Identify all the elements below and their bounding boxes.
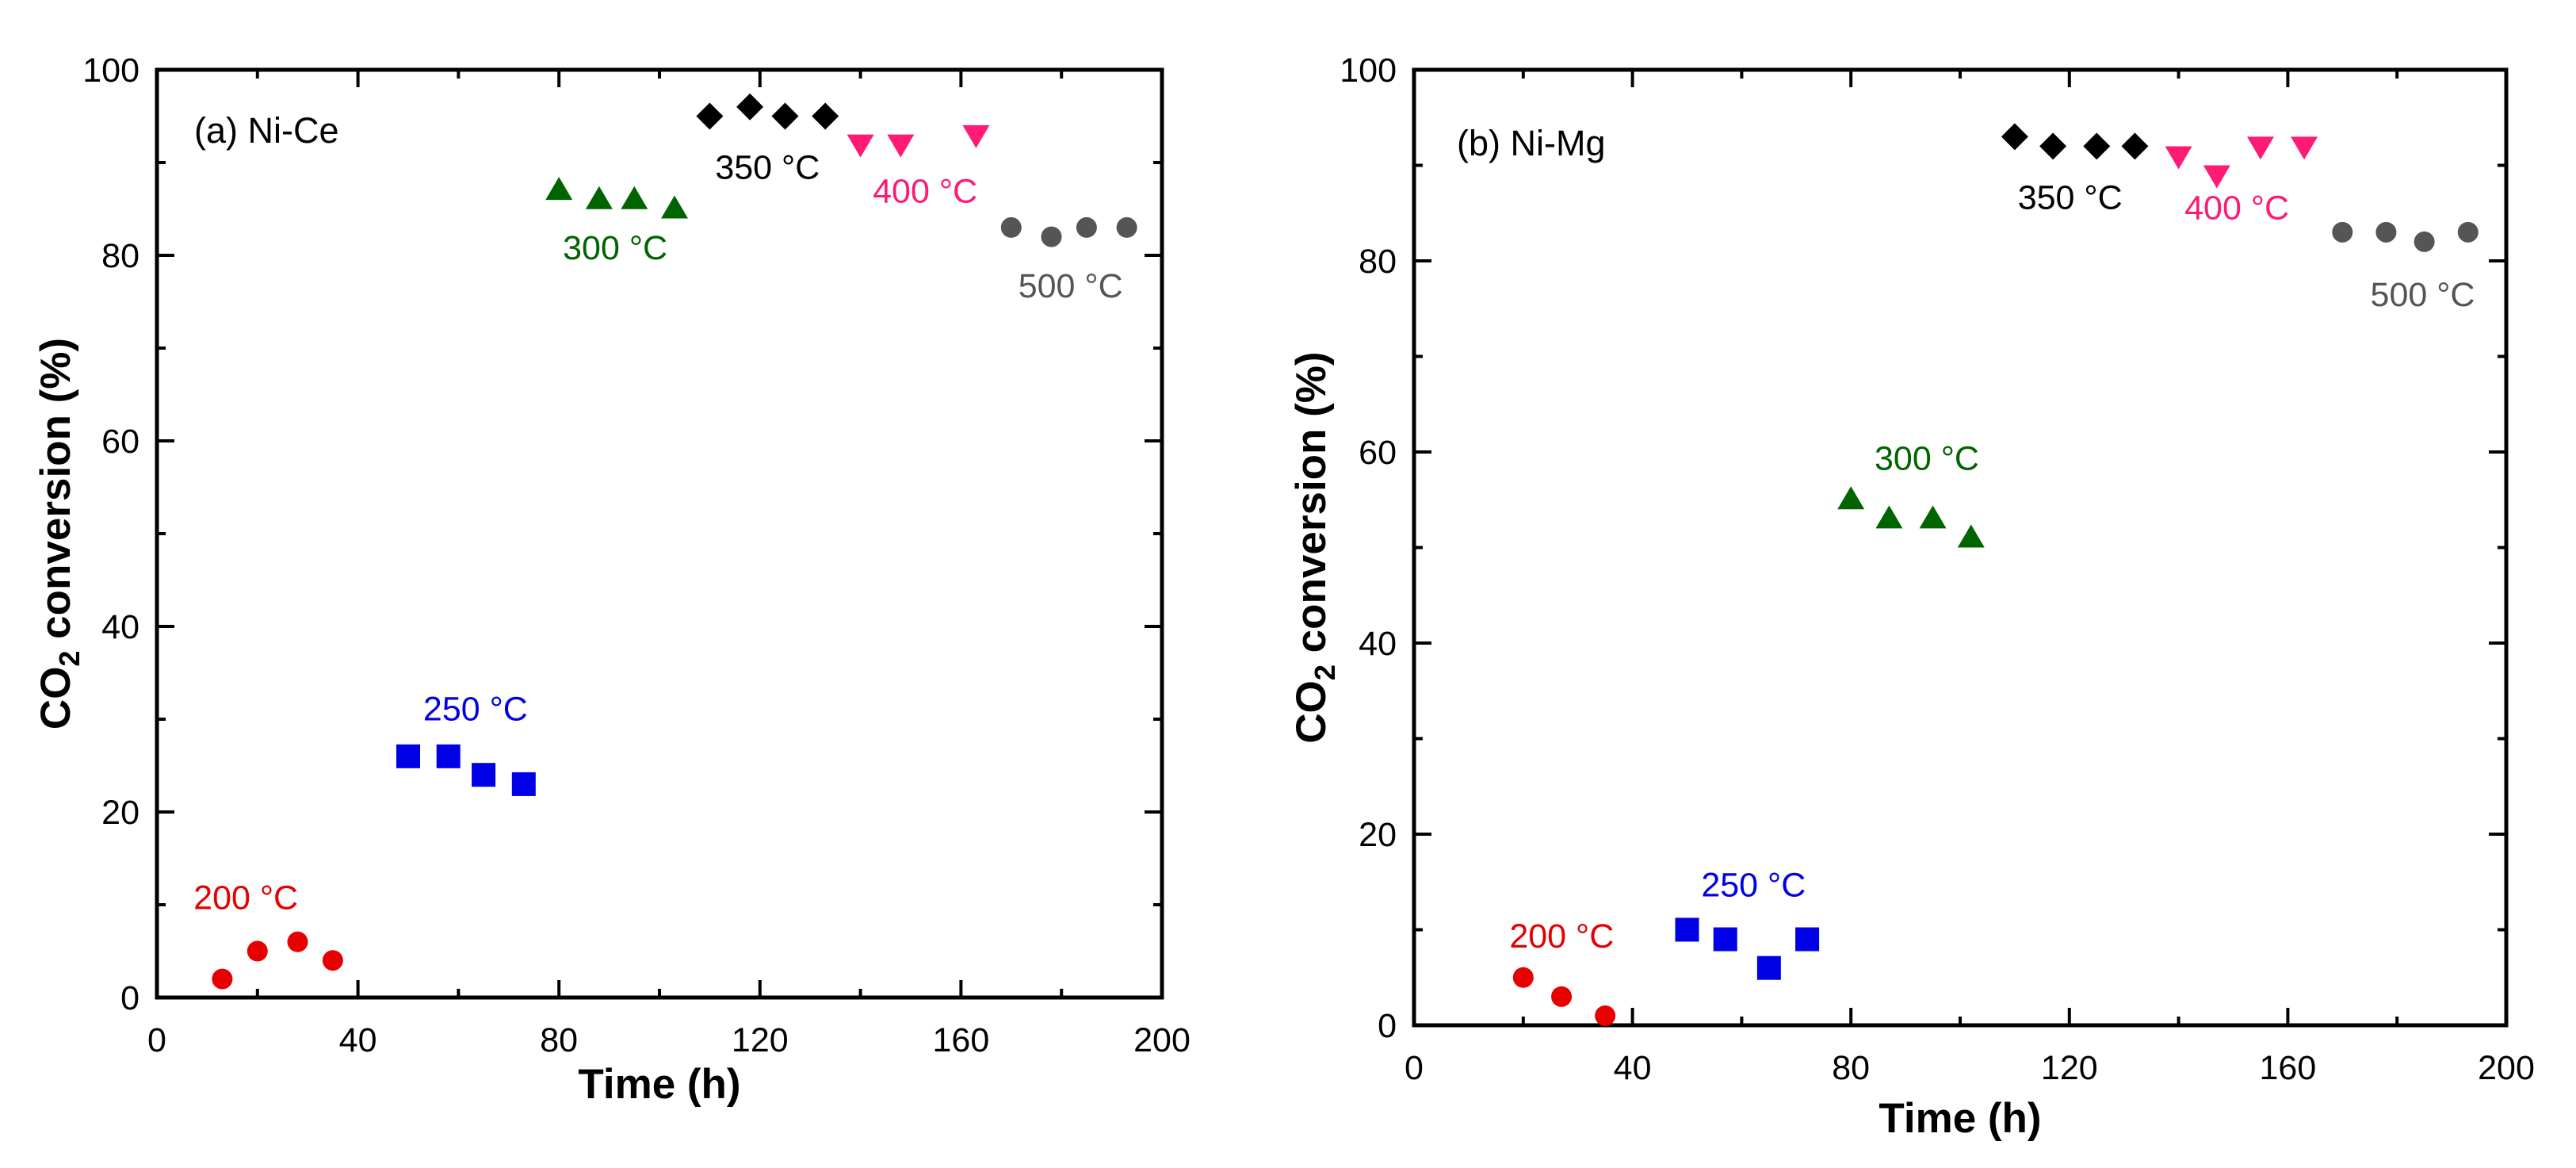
panel-a-x-tick-label: 200: [1133, 1021, 1191, 1059]
panel-a-point-triangle-up: [661, 195, 689, 219]
panel-a-point-diamond: [771, 102, 799, 130]
panel-b-series-label: 500 °C: [2371, 276, 2475, 314]
panel-b-point-circle: [1512, 967, 1534, 988]
panel-b-x-tick-label: 120: [2041, 1049, 2098, 1087]
panel-b-point-circle: [2457, 221, 2479, 243]
panel-b-x-axis-title: Time (h): [1878, 1095, 2041, 1142]
panel-a-point-triangle-down: [962, 124, 990, 148]
panel-a-point-square: [436, 744, 461, 768]
panel-a-x-axis-title: Time (h): [578, 1061, 740, 1108]
panel-a-point-triangle-down: [887, 134, 915, 158]
panel-a-y-tick-label: 20: [101, 794, 140, 832]
panel-b-y-tick-label: 0: [1378, 1007, 1397, 1045]
panel-b-x-tick-label: 160: [2260, 1049, 2317, 1087]
panel-a-series-label: 350 °C: [715, 149, 820, 187]
panel-b-point-triangle-up: [1957, 524, 1985, 548]
panel-b-point-triangle-down: [2246, 136, 2274, 160]
panel-a-point-diamond: [812, 102, 839, 130]
panel-a-x-tick-label: 40: [339, 1021, 377, 1059]
panel-a-point-circle: [1116, 216, 1137, 238]
panel-b-series-label: 350 °C: [2018, 178, 2123, 216]
panel-b-y-tick-label: 60: [1359, 434, 1397, 472]
panel-b-point-triangle-up: [1837, 486, 1865, 510]
panel-a-y-axis-title: CO2 conversion (%): [32, 338, 86, 730]
panel-a-y-tick-label: 80: [101, 237, 140, 275]
panel-b-point-diamond: [2039, 132, 2067, 160]
panel-a-point-square: [472, 763, 496, 787]
panel-a-point-triangle-up: [585, 186, 613, 209]
panel-b-y-axis-title: CO2 conversion (%): [1288, 351, 1341, 743]
panel-b-point-circle: [2332, 221, 2353, 243]
panel-a-x-tick-label: 0: [147, 1021, 166, 1059]
panel-a-series-label: 300 °C: [563, 229, 667, 267]
panel-a-title: (a) Ni-Ce: [194, 110, 339, 151]
panel-a-x-tick-label: 120: [732, 1021, 789, 1059]
panel-a-plot-frame: [155, 67, 1164, 1000]
panel-a-y-tick-label: 100: [82, 52, 140, 90]
panel-b-x-tick-label: 0: [1405, 1049, 1424, 1087]
panel-b-point-square: [1756, 955, 1781, 980]
panel-b-y-tick-label: 20: [1359, 816, 1397, 854]
panel-a-series-label: 200 °C: [193, 879, 298, 917]
panel-b-point-square: [1675, 917, 1699, 942]
panel-a-point-triangle-up: [621, 186, 648, 209]
panel-b-point-diamond: [2121, 132, 2149, 160]
panel-b-x-tick-label: 80: [1832, 1049, 1870, 1087]
panel-a-point-triangle-down: [847, 134, 874, 158]
panel-b-point-diamond: [2001, 123, 2028, 151]
panel-b-series-label: 300 °C: [1875, 439, 1979, 477]
panel-a-point-circle: [212, 968, 233, 990]
panel-b-y-tick-label: 40: [1359, 625, 1397, 663]
panel-a-point-circle: [1000, 216, 1022, 238]
panel-b-series-label: 400 °C: [2184, 189, 2289, 227]
panel-a-point-square: [511, 772, 536, 796]
panel-a-series-label: 400 °C: [873, 173, 977, 211]
panel-b-point-triangle-down: [2291, 136, 2318, 160]
panel-b-y-tick-label: 100: [1340, 52, 1397, 90]
panel-b-point-circle: [1551, 986, 1573, 1007]
panel-b-series-label: 250 °C: [1701, 867, 1806, 905]
panel-b-point-circle: [1595, 1005, 1616, 1026]
panel-a-y-tick-label: 0: [120, 979, 140, 1017]
panel-a-y-tick-label: 60: [101, 423, 140, 461]
panel-a-x-tick-label: 80: [540, 1021, 578, 1059]
panel-b-point-triangle-up: [1875, 505, 1903, 529]
panel-a-x-tick-label: 160: [933, 1021, 990, 1059]
panel-a-point-diamond: [736, 93, 764, 121]
panel-a-point-circle: [287, 931, 308, 952]
panel-a-point-circle: [322, 950, 343, 971]
panel-b-point-triangle-down: [2165, 146, 2192, 170]
panel-a-series-label: 250 °C: [423, 690, 528, 728]
panel-a-point-square: [396, 744, 420, 768]
panel-a-point-circle: [1041, 226, 1062, 247]
panel-b-y-tick-label: 80: [1359, 243, 1397, 281]
panel-b-point-triangle-down: [2203, 165, 2230, 189]
panel-b-plot-frame: [1412, 67, 2509, 1028]
panel-a-point-diamond: [696, 102, 724, 130]
panel-b-series-label: 200 °C: [1509, 917, 1614, 955]
panel-b-point-triangle-up: [1919, 505, 1947, 529]
panel-b-point-circle: [2375, 221, 2397, 243]
panel-b-point-square: [1713, 927, 1737, 952]
panel-a-y-tick-label: 40: [101, 608, 140, 646]
panel-b-title: (b) Ni-Mg: [1457, 123, 1606, 163]
panel-b-point-square: [1795, 927, 1820, 952]
panel-b-point-diamond: [2083, 132, 2111, 160]
panel-b-x-tick-label: 40: [1614, 1049, 1652, 1087]
panel-a-series-label: 500 °C: [1019, 267, 1123, 305]
panel-b-x-tick-label: 200: [2478, 1049, 2535, 1087]
panel-a-point-circle: [247, 940, 268, 962]
panel-b-point-circle: [2414, 231, 2435, 252]
panel-a-point-triangle-up: [545, 177, 573, 201]
panel-a-point-circle: [1076, 216, 1097, 238]
